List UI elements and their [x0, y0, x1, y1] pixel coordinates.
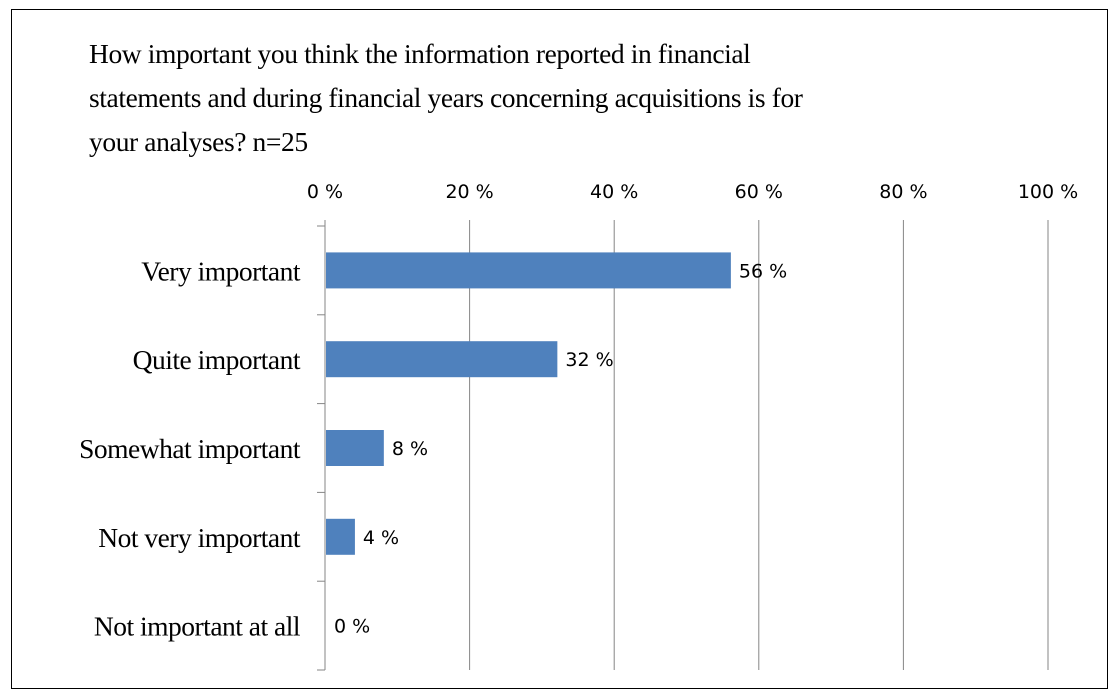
chart-title-line-3: your analyses? n=25: [89, 126, 308, 157]
bar-2: [326, 430, 384, 466]
x-tick-label-80: 80 %: [879, 181, 927, 203]
data-label-0: 56 %: [739, 260, 787, 282]
x-tick-label-100: 100 %: [1018, 181, 1078, 203]
bar-3: [326, 518, 355, 555]
data-label-1: 32 %: [565, 349, 613, 371]
data-label-4: 0 %: [334, 616, 370, 638]
bar-0: [326, 252, 731, 289]
chart-title: How important you think the information …: [89, 32, 989, 164]
data-label-3: 4 %: [363, 527, 399, 549]
x-tick-label-60: 60 %: [735, 181, 783, 203]
category-label-2: Somewhat important: [79, 433, 301, 464]
chart-frame: [11, 9, 1108, 689]
chart-title-line-2: statements and during financial years co…: [89, 82, 803, 113]
category-label-1: Quite important: [133, 344, 301, 375]
category-label-0: Very important: [141, 255, 301, 286]
x-tick-label-40: 40 %: [590, 181, 638, 203]
x-tick-label-20: 20 %: [445, 181, 493, 203]
bar-1: [326, 341, 558, 378]
category-label-4: Not important at all: [94, 611, 301, 642]
x-tick-label-0: 0 %: [307, 181, 343, 203]
data-label-2: 8 %: [392, 438, 428, 460]
category-label-3: Not very important: [98, 522, 301, 553]
chart-title-line-1: How important you think the information …: [89, 38, 751, 69]
